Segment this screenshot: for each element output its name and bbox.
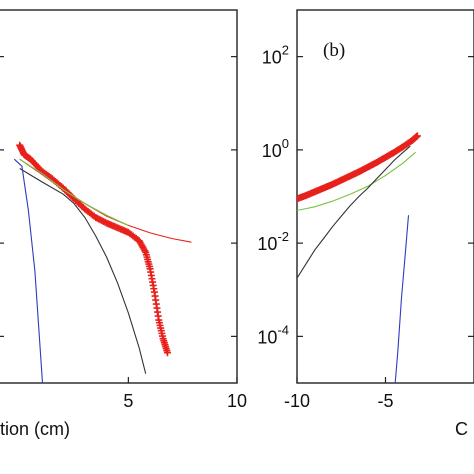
plot-frame — [0, 9, 238, 384]
plot-frame — [296, 9, 474, 384]
series-line — [394, 215, 410, 383]
y-tick-label: 100 — [262, 136, 289, 161]
series-line — [297, 151, 416, 212]
y-tick-label: 102 — [262, 43, 289, 68]
series-line — [19, 168, 147, 374]
x-axis-label: tion (cm) — [0, 419, 70, 439]
x-axis-label: C — [455, 419, 468, 439]
y-tick-label: 10-4 — [257, 322, 289, 347]
series-line — [297, 145, 411, 279]
series-line — [19, 158, 129, 226]
x-tick-label: -5 — [377, 391, 393, 411]
x-tick-label: 5 — [123, 391, 133, 411]
panel-a: 5 10 tion (cm) — [0, 9, 247, 439]
data-point — [163, 349, 171, 357]
x-tick-label: 10 — [227, 391, 247, 411]
x-tick-label: -10 — [284, 391, 310, 411]
series-line — [13, 158, 44, 383]
data-layer — [13, 141, 192, 383]
data-point — [413, 132, 421, 140]
y-tick-label: 10-2 — [257, 229, 289, 254]
panel-label: (b) — [323, 40, 345, 61]
data-layer — [297, 132, 421, 383]
panel-b: 10-4 10-2 100 102 -10 -5 (b) C — [257, 9, 474, 439]
